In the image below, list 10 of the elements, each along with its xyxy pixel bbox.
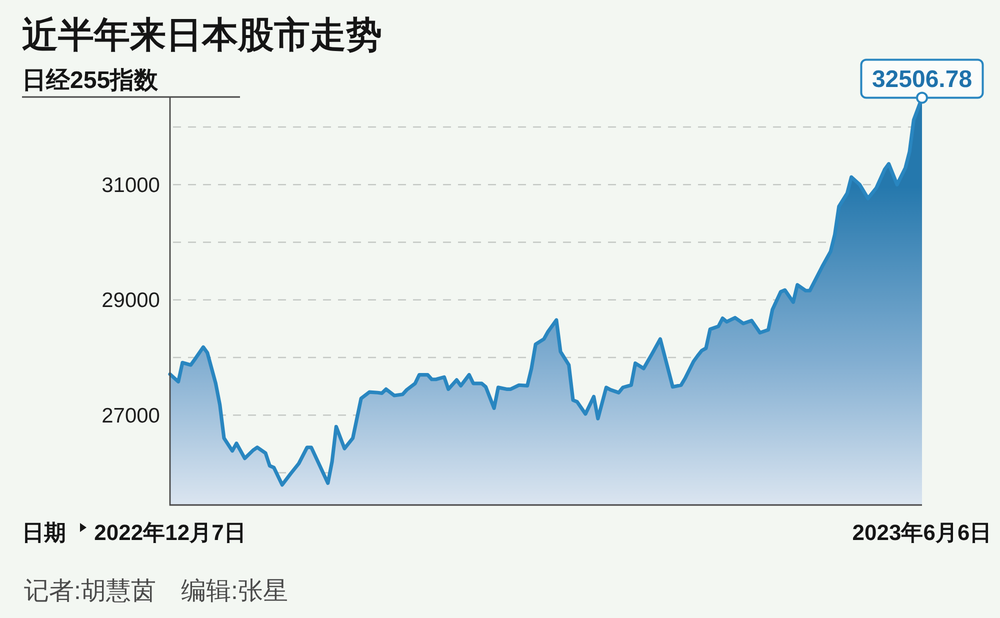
text: 记者:胡慧茵 编辑:张星 bbox=[24, 577, 288, 605]
y-tick-label: 29000 bbox=[102, 289, 160, 312]
y-tick-label: 27000 bbox=[102, 404, 160, 428]
x-tick-label: 2022年12月7日 bbox=[94, 520, 246, 545]
x-tick-label: 2023年6月6日 bbox=[852, 520, 992, 545]
y-axis-title: 日经255指数 bbox=[22, 67, 160, 94]
y-tick-label: 31000 bbox=[102, 174, 160, 197]
x-axis-title: 日期 bbox=[22, 520, 66, 545]
annotation: 32506.78 bbox=[872, 66, 972, 93]
chart-title: 近半年来日本股市走势 bbox=[22, 14, 382, 55]
